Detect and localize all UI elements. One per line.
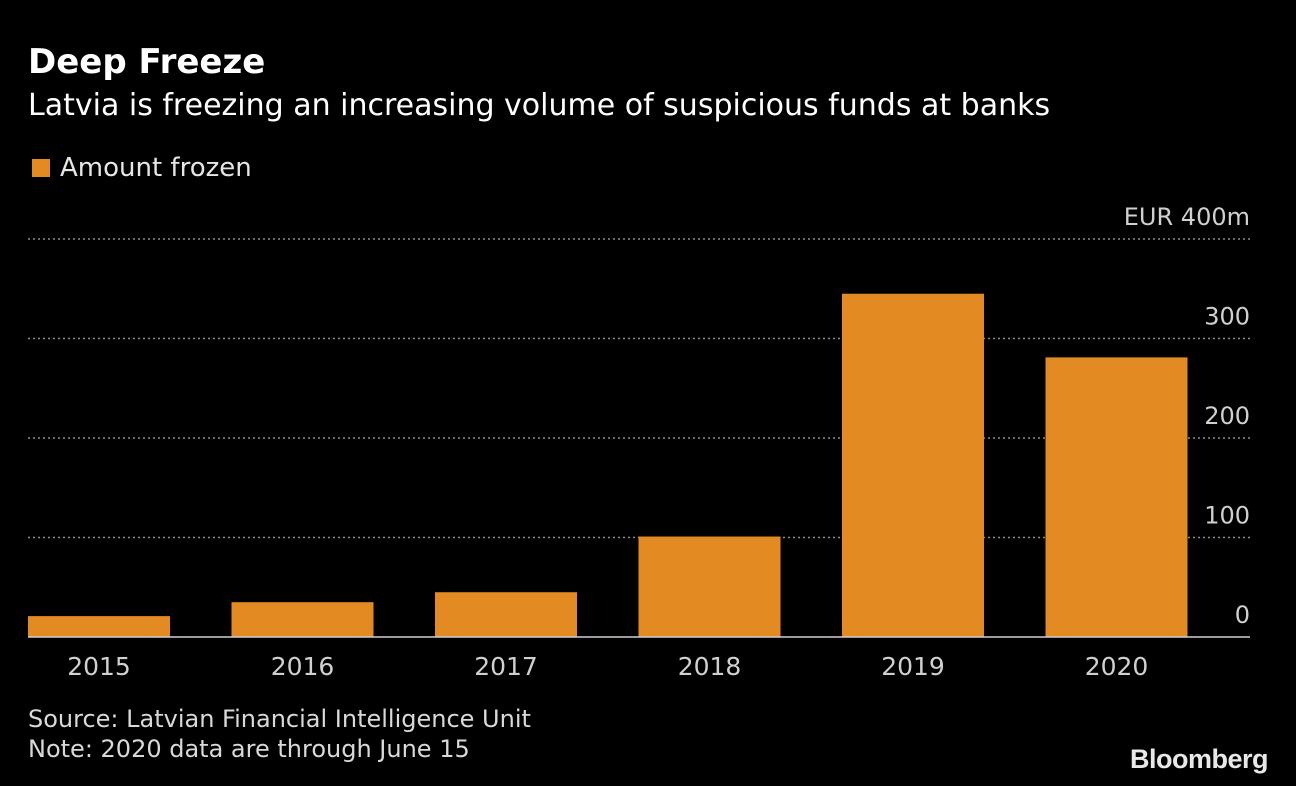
chart-subtitle: Latvia is freezing an increasing volume … — [28, 88, 1051, 123]
x-tick-label: 2018 — [678, 652, 742, 681]
x-tick-label: 2015 — [67, 652, 131, 681]
x-tick-label: 2016 — [271, 652, 335, 681]
y-tick-label: 100 — [1204, 502, 1250, 530]
x-tick-label: 2017 — [474, 652, 538, 681]
legend-swatch — [32, 159, 50, 177]
bar-2015 — [28, 616, 170, 637]
bar-2018 — [638, 536, 781, 637]
y-tick-label: EUR 400m — [1124, 203, 1250, 231]
data-note: Note: 2020 data are through June 15 — [28, 735, 470, 763]
legend-label: Amount frozen — [60, 153, 252, 183]
bar-2020 — [1045, 357, 1188, 637]
y-tick-label: 0 — [1235, 601, 1250, 629]
x-tick-label: 2020 — [1085, 652, 1149, 681]
bar-2017 — [435, 592, 577, 637]
bar-2019 — [842, 293, 984, 637]
source-note: Source: Latvian Financial Intelligence U… — [28, 705, 531, 733]
bloomberg-logo: Bloomberg — [1129, 744, 1269, 774]
y-tick-label: 300 — [1204, 303, 1250, 331]
chart-title: Deep Freeze — [28, 42, 266, 82]
bar-2016 — [231, 602, 374, 637]
y-tick-label: 200 — [1204, 402, 1250, 430]
legend: Amount frozen — [32, 150, 252, 186]
x-tick-label: 2019 — [881, 652, 945, 681]
